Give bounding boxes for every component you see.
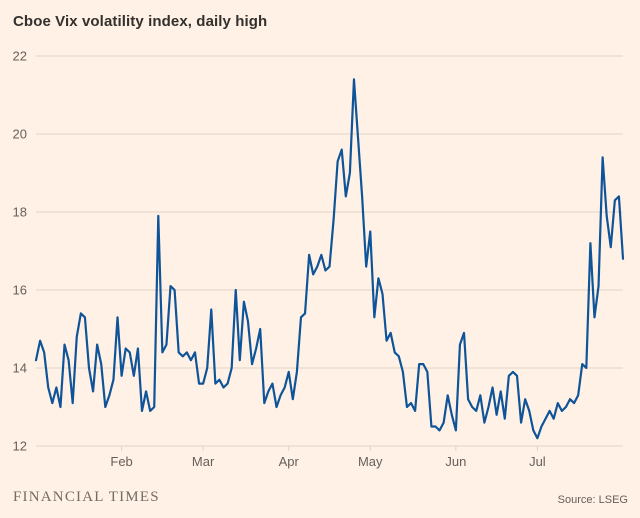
chart-title: Cboe Vix volatility index, daily high (13, 13, 268, 30)
source-credit: Source: LSEG (557, 494, 628, 506)
chart-footer: FINANCIAL TIMES Source: LSEG (0, 489, 640, 518)
financial-times-logo: FINANCIAL TIMES (13, 489, 160, 505)
x-tick-label: May (358, 454, 383, 469)
vix-line-chart: 12 14 16 18 20 22 Feb Mar Apr May Jun Jul (13, 49, 625, 469)
vix-series-line (34, 78, 625, 440)
y-tick-label: 22 (13, 49, 27, 64)
y-tick-label: 20 (13, 127, 27, 142)
y-tick-label: 18 (13, 205, 27, 220)
y-tick-label: 16 (13, 283, 27, 298)
x-tick-label: Mar (192, 454, 215, 469)
y-tick-label: 14 (13, 361, 27, 376)
x-tick-label: Apr (279, 454, 300, 469)
y-tick-label: 12 (13, 439, 27, 454)
x-tick-label: Feb (110, 454, 132, 469)
x-tick-label: Jul (529, 454, 546, 469)
x-tick-label: Jun (445, 454, 466, 469)
